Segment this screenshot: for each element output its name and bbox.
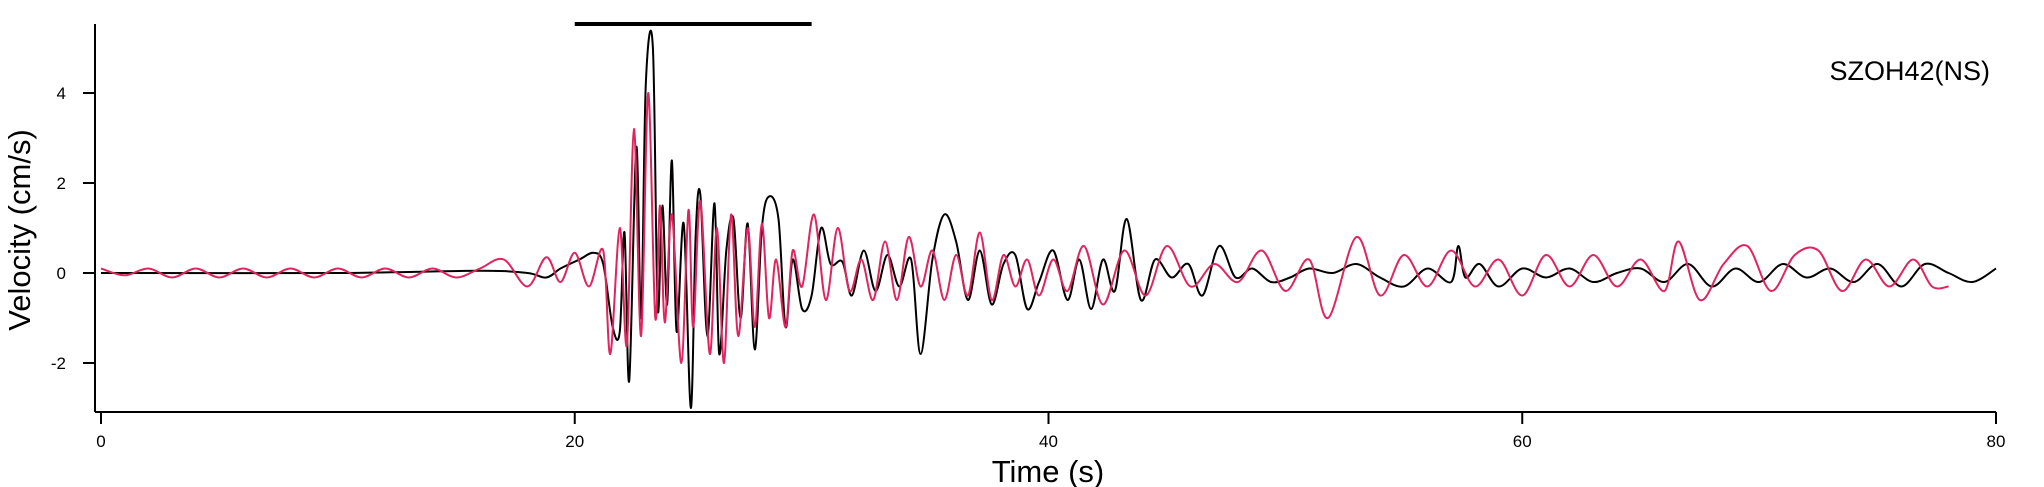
series-line-2	[100, 91, 1949, 365]
x-ticks: 0 20 40 60 80	[96, 412, 2005, 451]
series-layer	[100, 29, 1997, 410]
y-tick-label: -2	[51, 354, 66, 373]
y-axis-title: Velocity (cm/s)	[2, 129, 37, 331]
x-tick-label: 20	[565, 432, 584, 451]
series-line-1	[100, 29, 1997, 410]
x-tick-label: 80	[1987, 432, 2006, 451]
y-tick-label: 0	[57, 264, 66, 283]
y-tick-label: 4	[57, 84, 66, 103]
x-tick-label: 0	[96, 432, 105, 451]
y-tick-label: 2	[57, 174, 66, 193]
station-label: SZOH42(NS)	[1829, 56, 1990, 86]
x-tick-label: 40	[1039, 432, 1058, 451]
x-tick-label: 60	[1513, 432, 1532, 451]
x-axis-title: Time (s)	[992, 454, 1105, 487]
y-ticks: -2 0 2 4	[51, 84, 95, 373]
